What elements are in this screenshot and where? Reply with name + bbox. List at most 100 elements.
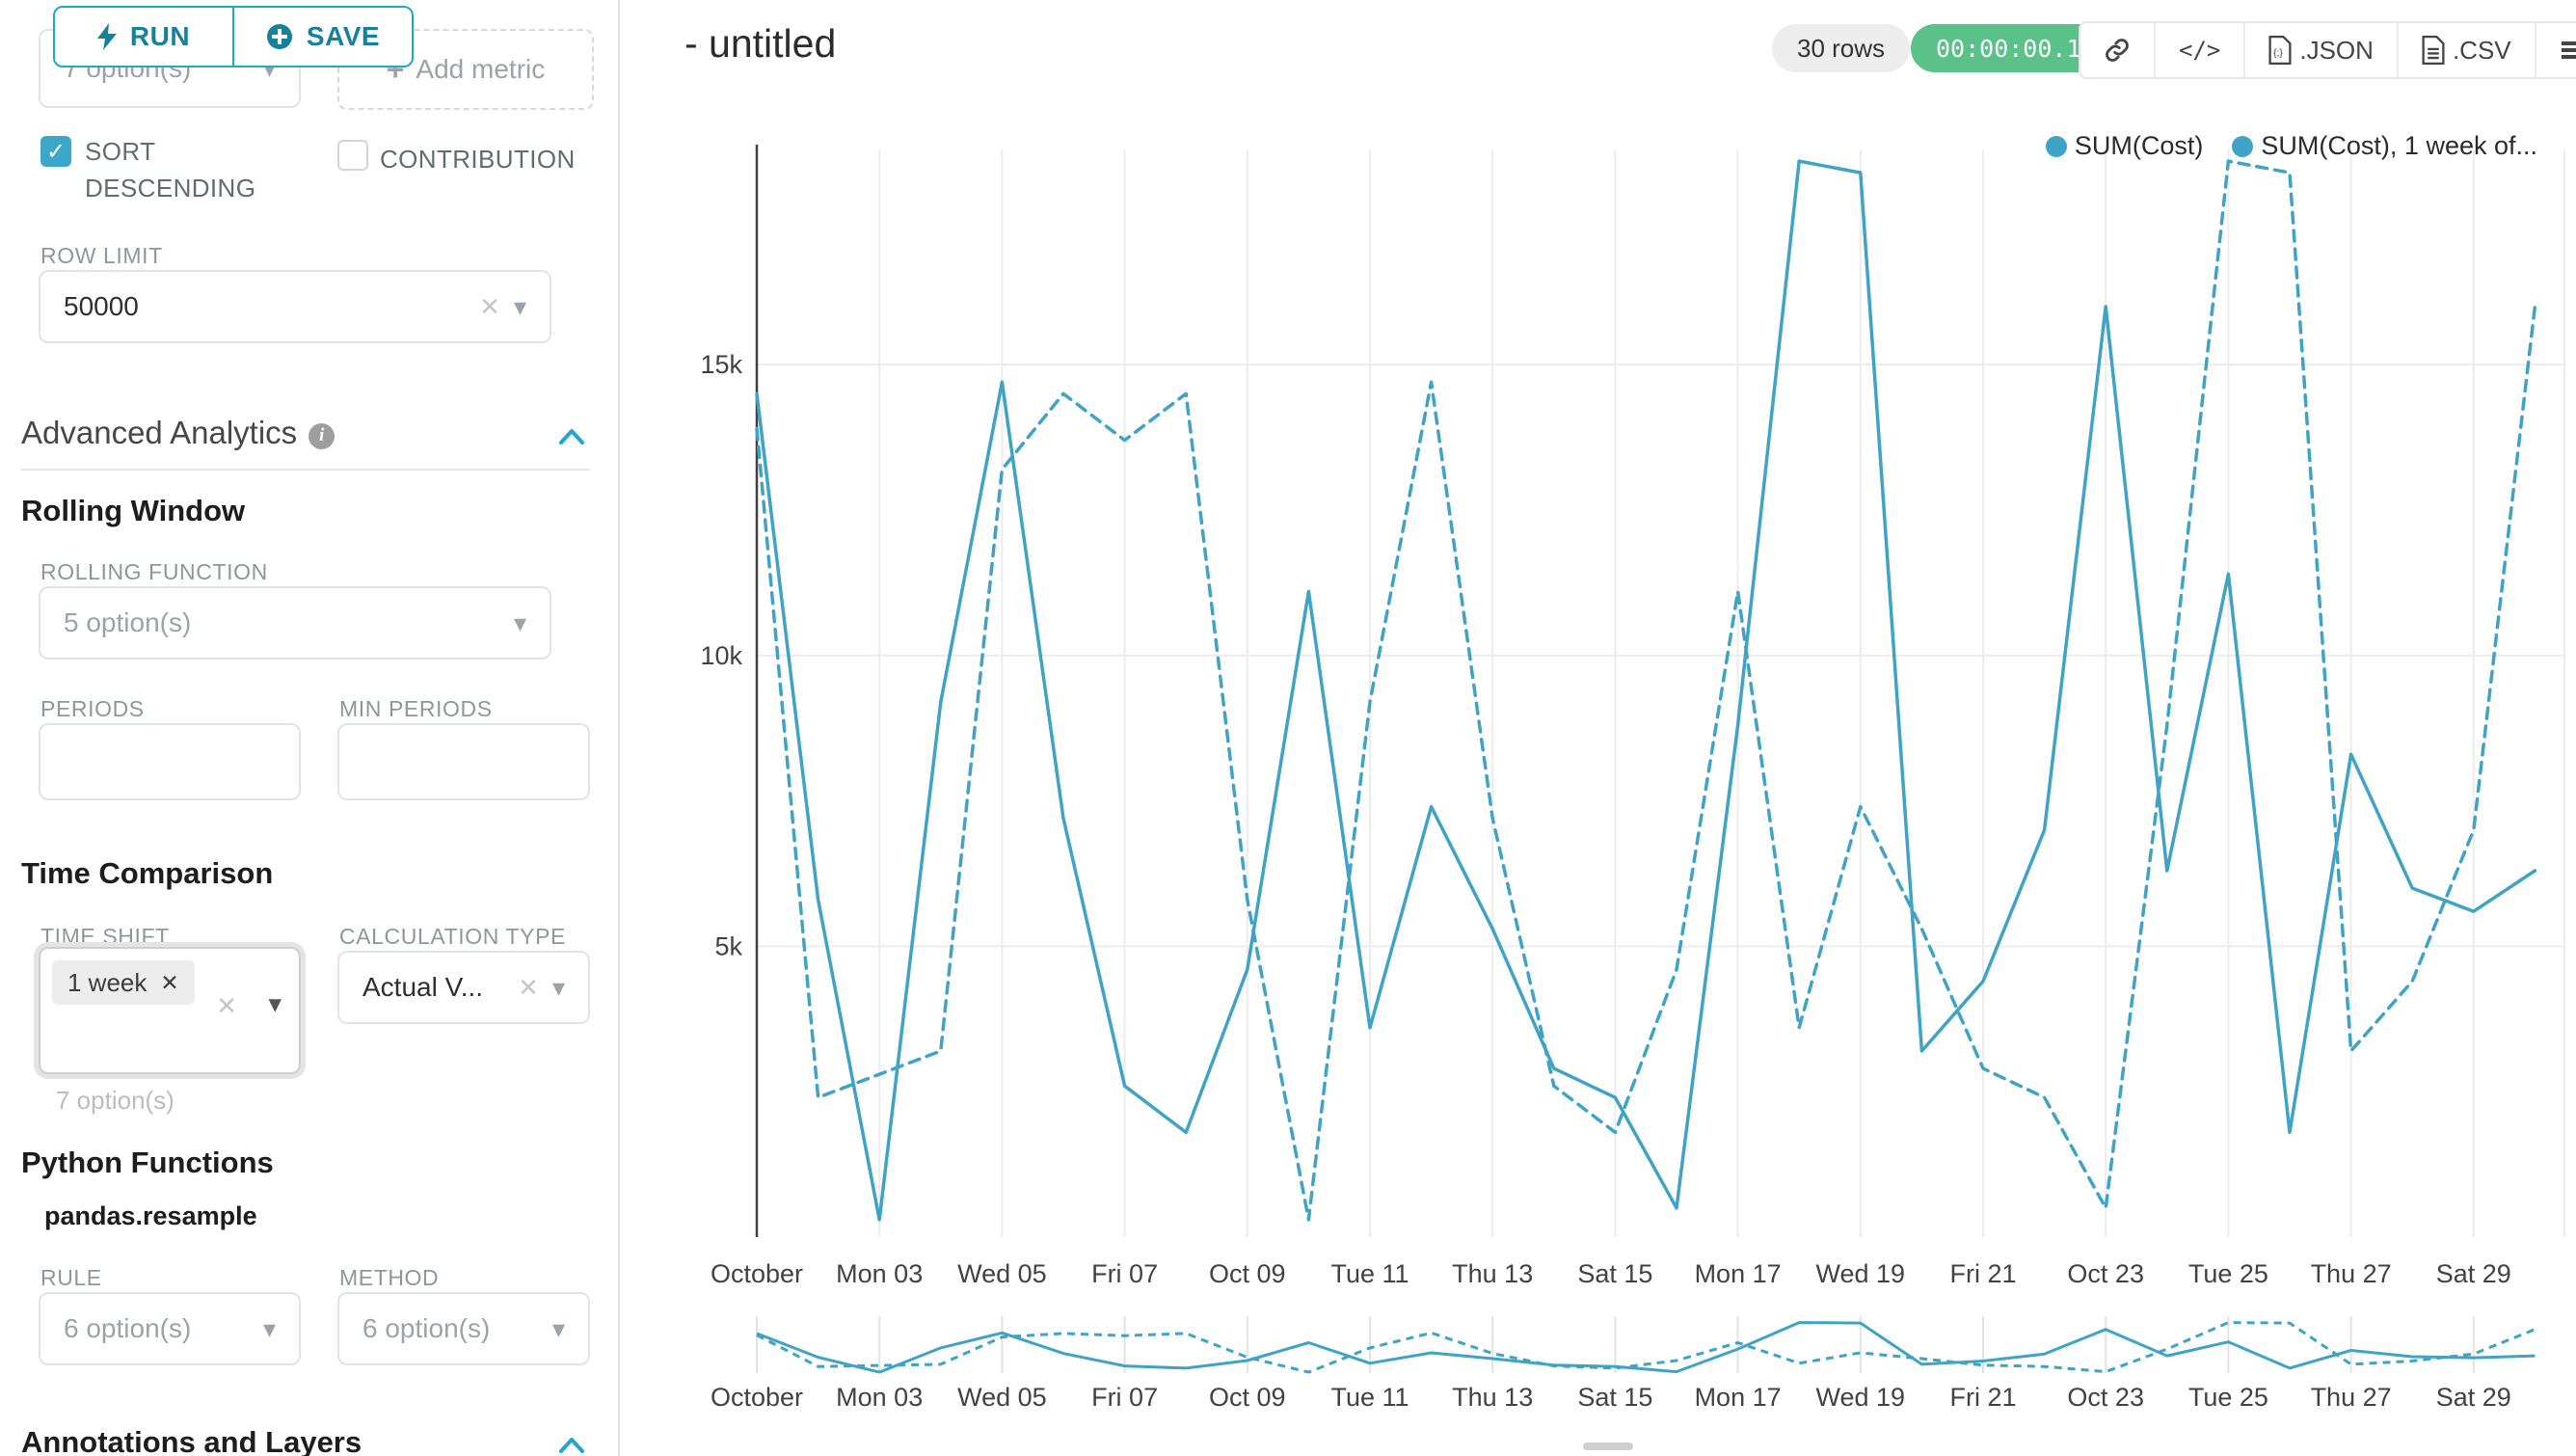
annotations-header[interactable]: Annotations and Layers [21, 1425, 362, 1456]
mini-x-tick-label: October [711, 1383, 803, 1412]
row-limit-select[interactable]: 50000 ✕ ▾ [39, 270, 551, 343]
python-functions-header: Python Functions [21, 1146, 274, 1179]
min-periods-label: MIN PERIODS [339, 696, 493, 721]
chevron-down-icon[interactable]: ▾ [513, 291, 526, 321]
periods-input[interactable] [39, 723, 301, 800]
calculation-type-select[interactable]: Actual V... ✕ ▾ [337, 951, 590, 1024]
legend-label: SUM(Cost) [2074, 131, 2204, 160]
remove-tag-icon[interactable]: ✕ [160, 969, 179, 995]
mini-x-tick-label: Mon 03 [836, 1383, 923, 1412]
rule-label: RULE [40, 1265, 102, 1290]
mini-series-line[interactable] [756, 1321, 2536, 1374]
x-axis-tick-label: Tue 11 [1330, 1259, 1409, 1288]
rule-value: 6 option(s) [64, 1313, 192, 1343]
mini-x-tick-label: Tue 11 [1330, 1383, 1409, 1412]
chevron-down-icon[interactable]: ▾ [268, 989, 282, 1018]
save-button[interactable]: SAVE [232, 8, 412, 66]
x-axis-tick-label: Wed 05 [957, 1259, 1047, 1288]
plus-circle-icon [266, 24, 292, 49]
chart-legend: SUM(Cost) SUM(Cost), 1 week of... [2045, 131, 2537, 161]
export-toolbar: </> {;} .JSON .CSV [2079, 21, 2576, 79]
legend-item-sum-cost-offset[interactable]: SUM(Cost), 1 week of... [2232, 131, 2537, 161]
clear-icon[interactable]: ✕ [518, 972, 539, 1002]
row-count-badge: 30 rows [1772, 24, 1911, 72]
save-label: SAVE [306, 21, 381, 51]
mini-series-line-offset[interactable] [756, 1321, 2536, 1374]
x-axis-tick-label: Sat 29 [2436, 1259, 2511, 1288]
x-axis-tick-label: Sat 15 [1577, 1259, 1652, 1288]
chevron-down-icon[interactable]: ▾ [551, 972, 565, 1002]
clear-icon[interactable]: ✕ [479, 291, 500, 321]
x-axis-tick-label: Thu 13 [1452, 1259, 1533, 1288]
series-line[interactable] [755, 159, 2537, 1222]
chart-title[interactable]: - untitled [684, 21, 837, 66]
rule-select[interactable]: 6 option(s) ▾ [39, 1292, 301, 1365]
legend-marker-icon [2045, 135, 2067, 157]
x-axis-tick-label: Oct 09 [1209, 1259, 1286, 1288]
advanced-analytics-header[interactable]: Advanced Analytics i [21, 415, 335, 451]
add-metric-label: Add metric [416, 54, 546, 84]
chevron-up-icon[interactable] [557, 426, 586, 447]
time-shift-select[interactable]: 1 week ✕ ✕ ▾ [39, 947, 301, 1074]
chevron-down-icon[interactable]: ▾ [551, 1313, 565, 1343]
x-axis-tick-label: Wed 19 [1816, 1259, 1906, 1288]
export-json-button[interactable]: {;} .JSON [2243, 23, 2397, 77]
mini-x-tick-label: Wed 19 [1816, 1383, 1906, 1412]
view-query-button[interactable]: </> [2154, 23, 2243, 77]
mini-x-tick-label: Mon 17 [1695, 1383, 1782, 1412]
more-options-button[interactable] [2534, 23, 2576, 77]
rolling-function-select[interactable]: 5 option(s) ▾ [39, 586, 551, 660]
run-label: RUN [129, 21, 191, 51]
legend-item-sum-cost[interactable]: SUM(Cost) [2045, 131, 2204, 161]
y-axis-tick-label: 10k [700, 641, 742, 670]
csv-file-icon [2422, 36, 2445, 65]
series-line-offset[interactable] [755, 159, 2537, 1222]
contribution-label: CONTRIBUTION [380, 145, 576, 174]
time-shift-tag-label: 1 week [67, 967, 148, 997]
x-axis-tick-label: Fri 07 [1091, 1259, 1158, 1288]
chevron-up-icon[interactable] [557, 1435, 586, 1456]
mini-x-tick-label: Wed 05 [957, 1383, 1047, 1412]
x-axis-tick-label: Oct 23 [2067, 1259, 2144, 1288]
copy-link-button[interactable] [2080, 23, 2154, 77]
sort-descending-checkbox[interactable]: ✓ [40, 136, 71, 167]
info-icon[interactable]: i [309, 422, 335, 449]
rolling-function-value: 5 option(s) [64, 607, 192, 637]
contribution-checkbox[interactable] [337, 140, 368, 171]
min-periods-input[interactable] [337, 723, 590, 800]
section-divider [21, 469, 590, 471]
x-axis-tick-label: October [711, 1259, 803, 1288]
method-select[interactable]: 6 option(s) ▾ [337, 1292, 590, 1365]
sort-descending-label: SORT DESCENDING [85, 137, 256, 202]
resize-handle[interactable] [1583, 1443, 1633, 1450]
x-axis-tick-label: Mon 17 [1695, 1259, 1782, 1288]
link-icon [2106, 39, 2129, 62]
time-shift-tag[interactable]: 1 week ✕ [52, 960, 195, 1005]
mini-x-tick-label: Fri 07 [1091, 1383, 1158, 1412]
x-axis-tick-label: Fri 21 [1949, 1259, 2016, 1288]
json-file-icon: {;} [2268, 36, 2292, 65]
run-button[interactable]: RUN [55, 8, 232, 66]
menu-icon [2561, 41, 2576, 59]
calculation-type-label: CALCULATION TYPE [339, 924, 566, 949]
time-shift-label: TIME SHIFT [40, 924, 170, 949]
periods-label: PERIODS [40, 696, 145, 721]
chevron-down-icon[interactable]: ▾ [513, 607, 526, 637]
export-json-label: .JSON [2299, 35, 2374, 65]
mini-x-tick-label: Sat 15 [1577, 1383, 1652, 1412]
export-csv-button[interactable]: .CSV [2396, 23, 2535, 77]
x-axis-tick-label: Tue 25 [2188, 1259, 2268, 1288]
mini-x-tick-label: Oct 23 [2067, 1383, 2144, 1412]
time-shift-helper: 7 option(s) [56, 1086, 174, 1115]
method-value: 6 option(s) [362, 1313, 491, 1343]
row-limit-value: 50000 [64, 291, 139, 321]
mini-x-tick-label: Fri 21 [1949, 1383, 2016, 1412]
run-save-button-group: RUN SAVE [53, 6, 414, 67]
mini-x-tick-label: Tue 25 [2188, 1383, 2268, 1412]
chevron-down-icon[interactable]: ▾ [262, 1313, 276, 1343]
mini-x-tick-label: Thu 27 [2311, 1383, 2392, 1412]
mini-x-tick-label: Oct 09 [1209, 1383, 1286, 1412]
clear-icon[interactable]: ✕ [216, 991, 237, 1020]
